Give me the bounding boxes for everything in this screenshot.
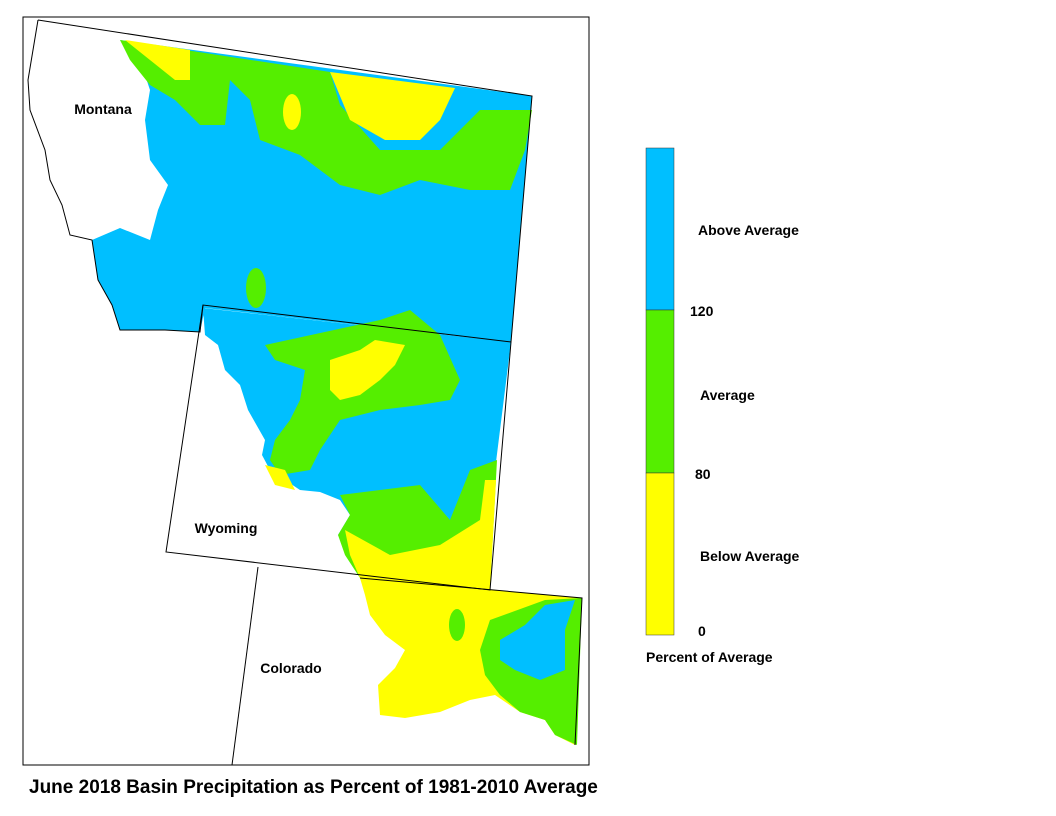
legend-category: Below Average	[700, 548, 800, 564]
colorado-border	[359, 577, 583, 746]
legend-title: Percent of Average	[646, 649, 773, 665]
montana-average-spot	[246, 268, 266, 308]
montana-below	[330, 72, 455, 140]
colorado-above	[500, 600, 575, 680]
legend-swatch-average	[645, 309, 675, 474]
state-label: Wyoming	[195, 520, 258, 536]
wyoming-below-2	[330, 340, 405, 400]
legend-category: Above Average	[698, 222, 799, 238]
map-title: June 2018 Basin Precipitation as Percent…	[29, 777, 598, 798]
montana-outline	[27, 19, 533, 343]
montana-below-2	[125, 40, 190, 80]
state-label: Montana	[74, 101, 132, 117]
montana-average	[120, 40, 532, 195]
legend-break: 80	[695, 466, 711, 482]
colorado-outline	[231, 566, 259, 766]
legend-category: Average	[700, 387, 755, 403]
legend-break: 0	[698, 623, 706, 639]
colorado-average-spot	[449, 609, 465, 641]
montana-below-spot	[283, 94, 301, 130]
wyoming-outline	[165, 304, 512, 591]
wyoming-below	[345, 480, 496, 590]
state-label: Colorado	[260, 660, 321, 676]
legend-swatch-below	[645, 472, 675, 636]
legend-break: 120	[690, 303, 714, 319]
wyoming-below-3	[265, 465, 295, 490]
legend-swatch-above	[645, 147, 675, 311]
